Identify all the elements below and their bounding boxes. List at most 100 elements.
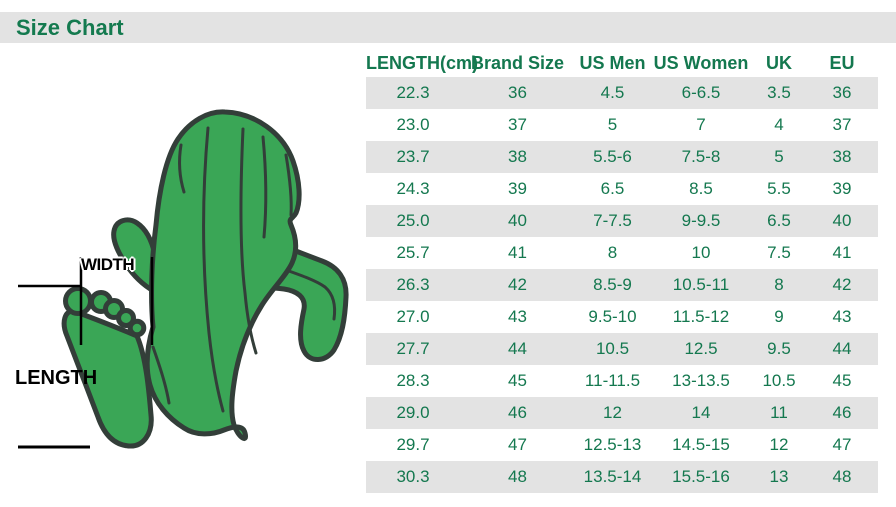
- table-cell: 26.3: [366, 269, 460, 301]
- table-header-row: LENGTH(cm) Brand Size US Men US Women UK EU: [366, 50, 878, 77]
- table-cell: 45: [806, 365, 878, 397]
- table-cell: 40: [806, 205, 878, 237]
- table-cell: 14.5-15: [650, 429, 752, 461]
- table-cell: 6.5: [752, 205, 806, 237]
- table-cell: 9-9.5: [650, 205, 752, 237]
- table-row: 25.7 41 8 10 7.5 41: [366, 237, 878, 269]
- table-cell: 29.7: [366, 429, 460, 461]
- table-cell: 12: [575, 397, 650, 429]
- table-cell: 5.5-6: [575, 141, 650, 173]
- width-label: WIDTH: [81, 255, 135, 274]
- size-chart-table: LENGTH(cm) Brand Size US Men US Women UK EU 2…: [366, 50, 878, 493]
- table-header-cell: LENGTH(cm): [366, 50, 478, 77]
- table-cell: 8.5-9: [575, 269, 650, 301]
- foot-toe: [116, 308, 136, 328]
- table-cell: 10.5-11: [650, 269, 752, 301]
- table-header-cell: EU: [806, 50, 878, 77]
- table-cell: 14: [650, 397, 752, 429]
- table-cell: 41: [806, 237, 878, 269]
- table-cell: 3.5: [752, 77, 806, 109]
- table-cell: 27.0: [366, 301, 460, 333]
- table-cell: 40: [460, 205, 575, 237]
- table-body: 22.3 36 4.5 6-6.5 3.5 36 23.0 37 5 7 4 37 23.7 38 5.5-…: [366, 77, 878, 493]
- cactus-foot-illustration: [18, 109, 349, 449]
- table-cell: 12.5-13: [575, 429, 650, 461]
- table-cell: 37: [806, 109, 878, 141]
- table-cell: 11.5-12: [650, 301, 752, 333]
- table-cell: 44: [460, 333, 575, 365]
- size-conversion-table: LENGTH(cm) Brand Size US Men US Women UK EU 2…: [366, 50, 878, 493]
- table-row: 29.7 47 12.5-13 14.5-15 12 47: [366, 429, 878, 461]
- table-cell: 10.5: [752, 365, 806, 397]
- table-cell: 42: [460, 269, 575, 301]
- table-cell: 9.5-10: [575, 301, 650, 333]
- table-cell: 13-13.5: [650, 365, 752, 397]
- table-cell: 46: [460, 397, 575, 429]
- table-cell: 23.0: [366, 109, 460, 141]
- table-cell: 45: [460, 365, 575, 397]
- table-header-cell: UK: [752, 50, 806, 77]
- table-cell: 4: [752, 109, 806, 141]
- table-row: 27.0 43 9.5-10 11.5-12 9 43: [366, 301, 878, 333]
- table-header-cell: US Women: [650, 50, 752, 77]
- cactus-ridge-lines: [151, 126, 293, 413]
- table-cell: 7: [650, 109, 752, 141]
- table-row: 28.3 45 11-11.5 13-13.5 10.5 45: [366, 365, 878, 397]
- table-row: 23.0 37 5 7 4 37: [366, 109, 878, 141]
- cactus-body-shape: [144, 109, 302, 441]
- table-row: 25.0 40 7-7.5 9-9.5 6.5 40: [366, 205, 878, 237]
- table-cell: 4.5: [575, 77, 650, 109]
- table-cell: 39: [460, 173, 575, 205]
- table-cell: 43: [460, 301, 575, 333]
- table-cell: 10.5: [575, 333, 650, 365]
- table-cell: 24.3: [366, 173, 460, 205]
- table-cell: 12: [752, 429, 806, 461]
- table-cell: 9: [752, 301, 806, 333]
- table-cell: 11: [752, 397, 806, 429]
- title-banner: Size Chart: [0, 12, 896, 43]
- length-label: LENGTH: [15, 367, 98, 389]
- table-cell: 10: [650, 237, 752, 269]
- table-cell: 38: [460, 141, 575, 173]
- table-cell: 25.0: [366, 205, 460, 237]
- table-cell: 6-6.5: [650, 77, 752, 109]
- table-row: 22.3 36 4.5 6-6.5 3.5 36: [366, 77, 878, 109]
- table-cell: 47: [806, 429, 878, 461]
- table-cell: 27.7: [366, 333, 460, 365]
- table-cell: 23.7: [366, 141, 460, 173]
- table-cell: 30.3: [366, 461, 460, 493]
- table-cell: 15.5-16: [650, 461, 752, 493]
- measurement-marks: [18, 257, 154, 449]
- table-cell: 46: [806, 397, 878, 429]
- table-cell: 29.0: [366, 397, 460, 429]
- table-cell: 42: [806, 269, 878, 301]
- cactus-foot-shape: [61, 286, 154, 449]
- table-cell: 43: [806, 301, 878, 333]
- table-row: 24.3 39 6.5 8.5 5.5 39: [366, 173, 878, 205]
- foot-big-toe: [63, 286, 93, 316]
- table-cell: 8: [752, 269, 806, 301]
- table-header-cell: Brand Size: [460, 50, 575, 77]
- foot-measurement-diagram: WIDTH LENGTH: [0, 95, 365, 475]
- table-cell: 7.5: [752, 237, 806, 269]
- table-row: 30.3 48 13.5-14 15.5-16 13 48: [366, 461, 878, 493]
- table-cell: 47: [460, 429, 575, 461]
- table-row: 23.7 38 5.5-6 7.5-8 5 38: [366, 141, 878, 173]
- table-cell: 13: [752, 461, 806, 493]
- table-cell: 5: [752, 141, 806, 173]
- table-cell: 36: [806, 77, 878, 109]
- table-cell: 12.5: [650, 333, 752, 365]
- table-cell: 37: [460, 109, 575, 141]
- table-row: 29.0 46 12 14 11 46: [366, 397, 878, 429]
- table-cell: 44: [806, 333, 878, 365]
- table-cell: 5.5: [752, 173, 806, 205]
- table-cell: 39: [806, 173, 878, 205]
- cactus-right-leg-crease: [270, 263, 337, 321]
- table-cell: 41: [460, 237, 575, 269]
- table-cell: 22.3: [366, 77, 460, 109]
- table-cell: 8: [575, 237, 650, 269]
- table-cell: 38: [806, 141, 878, 173]
- table-cell: 25.7: [366, 237, 460, 269]
- table-cell: 6.5: [575, 173, 650, 205]
